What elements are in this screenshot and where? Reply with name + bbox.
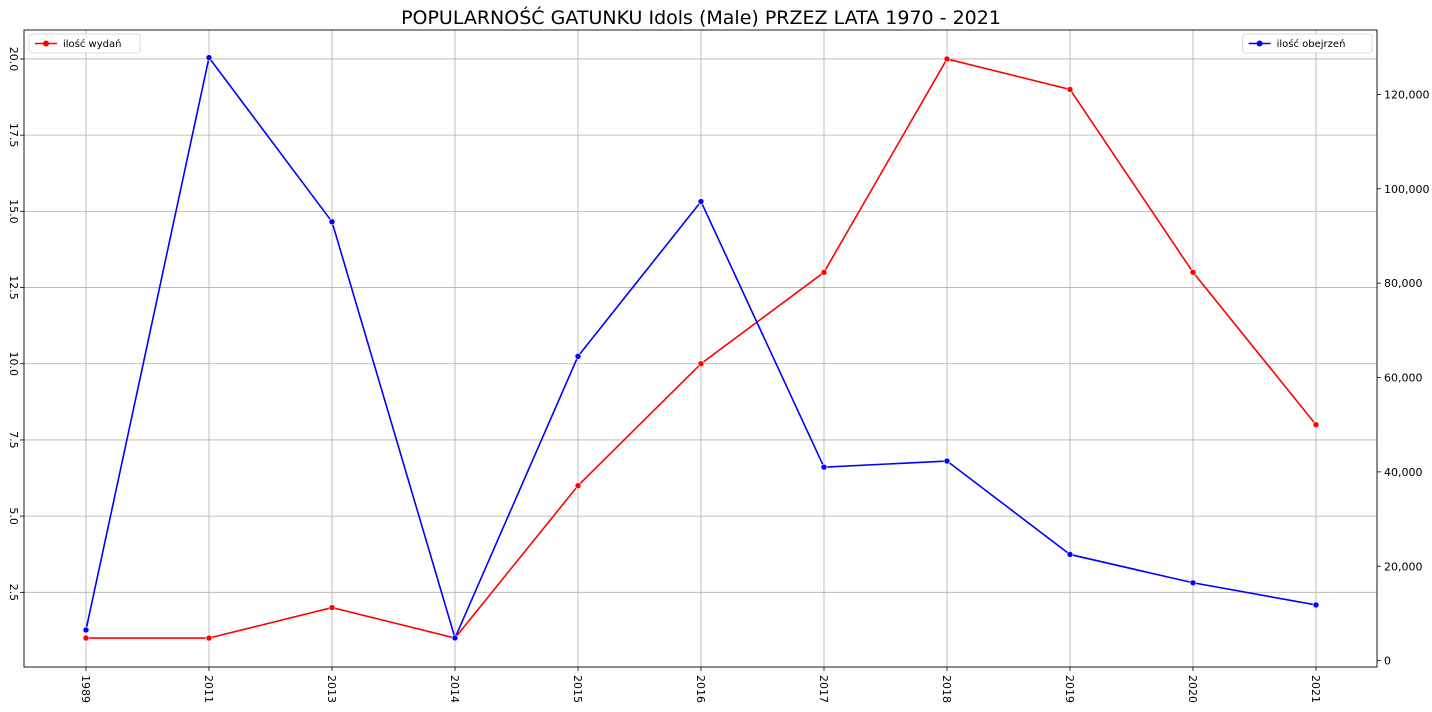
data-point (943, 457, 951, 465)
data-point (820, 463, 828, 471)
legend-left: ilość wydań (28, 33, 141, 54)
plot-frame (23, 29, 1378, 668)
legend-label: ilość wydań (63, 38, 121, 50)
x-tick-label: 1989 (79, 675, 92, 703)
y-left-tick-label: 5.0 (7, 507, 20, 525)
x-tick-label: 2018 (940, 675, 953, 703)
data-point (328, 218, 336, 226)
data-point (820, 269, 828, 276)
data-point (697, 360, 705, 368)
data-point (82, 626, 90, 634)
x-tick-label: 2019 (1063, 675, 1076, 703)
data-point (1189, 579, 1197, 587)
y-left-tick-label: 20.0 (7, 47, 20, 72)
y-left-tick-label: 7.5 (7, 431, 20, 449)
x-tick-label: 2020 (1186, 675, 1199, 703)
y-right-tick-label: 100,000 (1384, 183, 1430, 196)
data-point (574, 482, 582, 489)
legend-marker (1256, 40, 1263, 47)
x-tick-label: 2011 (202, 675, 215, 703)
y-left-tick-label: 10.0 (7, 351, 20, 376)
y-left-tick-label: 17.5 (7, 123, 20, 148)
data-point (574, 352, 582, 360)
data-point (1066, 86, 1074, 93)
y-left-tick-label: 15.0 (7, 199, 20, 224)
y-right-tick-label: 120,000 (1384, 88, 1430, 101)
x-tick-label: 2017 (817, 675, 830, 703)
data-point (82, 634, 90, 642)
data-point (697, 198, 705, 205)
x-tick-label: 2021 (1309, 675, 1322, 703)
y-left-tick-label: 2.5 (7, 584, 20, 602)
data-point (1189, 269, 1197, 276)
chart-title: POPULARNOŚĆ GATUNKU Idols (Male) PRZEZ L… (401, 5, 1001, 29)
series-layer (82, 54, 1320, 642)
y-right-tick-label: 20,000 (1384, 560, 1423, 573)
y-right-tick-label: 40,000 (1384, 466, 1423, 479)
data-point (205, 634, 213, 642)
y-right-tick-label: 60,000 (1384, 372, 1423, 385)
data-point (1312, 421, 1320, 428)
x-tick-label: 2013 (325, 675, 338, 703)
legend-marker (43, 40, 49, 47)
grid-lines (24, 30, 1377, 667)
legend-label: ilość obejrzeń (1277, 38, 1346, 50)
legend-box (28, 33, 141, 54)
data-point (328, 604, 336, 611)
data-point (205, 54, 213, 61)
data-point (943, 55, 951, 63)
legend-box (1242, 33, 1373, 54)
legend-right: ilość obejrzeń (1242, 33, 1373, 54)
axes: 1989 2011 2013 2014 2015 2016 2017 2018 2019 2020… (7, 29, 1430, 703)
y-right-tick-label: 80,000 (1384, 277, 1423, 290)
y-right-tick-label: 0 (1384, 655, 1391, 668)
data-point (1066, 551, 1074, 558)
x-tick-label: 2016 (694, 675, 707, 703)
x-tick-label: 2014 (448, 675, 461, 703)
y-left-tick-label: 12.5 (7, 275, 20, 300)
data-point (1312, 601, 1320, 609)
x-tick-label: 2015 (571, 675, 584, 703)
data-point (451, 634, 459, 642)
